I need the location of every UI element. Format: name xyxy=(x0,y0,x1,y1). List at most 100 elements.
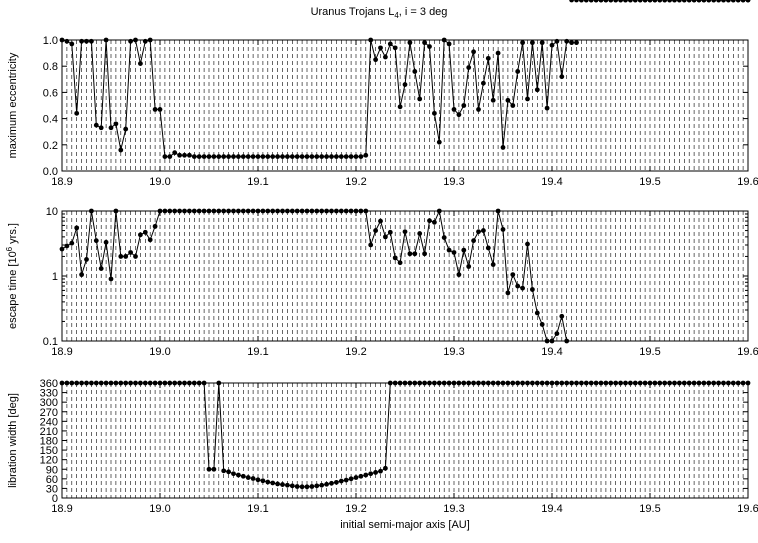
y-tick-label: 0.6 xyxy=(43,87,58,99)
data-point xyxy=(343,208,349,214)
data-point xyxy=(191,208,197,214)
data-point xyxy=(657,380,663,386)
data-point xyxy=(138,61,143,66)
data-point xyxy=(133,380,138,386)
data-point xyxy=(608,0,614,3)
data-point xyxy=(569,380,574,386)
data-point xyxy=(441,235,447,240)
data-point xyxy=(182,208,187,214)
data-point xyxy=(363,472,369,478)
data-point xyxy=(628,380,633,386)
data-point xyxy=(436,380,442,386)
data-point xyxy=(505,97,511,103)
y-tick-label: 90 xyxy=(46,464,58,476)
data-point xyxy=(79,380,84,386)
data-point xyxy=(701,380,707,386)
data-point xyxy=(559,313,565,319)
data-point xyxy=(348,208,354,214)
data-point xyxy=(216,154,222,159)
data-point xyxy=(735,0,741,3)
data-point xyxy=(74,380,80,386)
data-point xyxy=(191,154,197,159)
series-line xyxy=(61,39,577,158)
data-point xyxy=(270,208,276,214)
data-point xyxy=(152,380,158,386)
data-point xyxy=(329,154,334,159)
data-point xyxy=(397,104,403,110)
data-point xyxy=(221,468,227,474)
data-point xyxy=(412,69,418,74)
data-point xyxy=(206,154,212,159)
data-point xyxy=(84,380,89,386)
data-point xyxy=(304,154,310,159)
data-point xyxy=(373,228,378,233)
data-point xyxy=(530,380,535,386)
data-point xyxy=(608,380,614,386)
data-point xyxy=(387,41,393,47)
data-point xyxy=(138,232,143,238)
data-point xyxy=(451,107,457,112)
data-point xyxy=(275,481,280,487)
data-point xyxy=(701,0,707,3)
y-tick-label: 180 xyxy=(40,436,58,448)
data-point xyxy=(490,262,496,267)
data-point xyxy=(157,208,163,214)
data-point xyxy=(255,154,261,159)
data-point xyxy=(314,483,320,489)
data-point xyxy=(583,380,589,386)
data-point xyxy=(554,38,560,44)
data-point xyxy=(422,251,427,257)
data-point xyxy=(182,152,187,158)
data-point xyxy=(446,247,452,253)
data-point xyxy=(539,40,545,46)
x-tick-label: 19.5 xyxy=(639,503,660,515)
data-point xyxy=(539,380,545,386)
data-point xyxy=(574,40,579,46)
x-tick-label: 19.1 xyxy=(247,176,268,188)
data-point xyxy=(245,475,251,480)
data-point xyxy=(338,154,344,159)
data-point xyxy=(711,380,717,386)
data-point xyxy=(211,466,217,472)
data-point xyxy=(436,208,442,214)
data-point xyxy=(461,247,467,253)
data-point xyxy=(613,380,619,386)
data-point xyxy=(549,42,555,48)
data-point xyxy=(451,250,457,255)
data-point xyxy=(456,272,462,278)
data-point xyxy=(69,240,75,246)
y-tick-label: 150 xyxy=(40,445,58,457)
x-tick-label: 19.3 xyxy=(443,503,464,515)
data-point xyxy=(84,38,89,44)
data-point xyxy=(686,380,692,386)
data-point xyxy=(89,208,94,214)
data-point xyxy=(721,380,726,386)
y-tick-label: 0.4 xyxy=(43,114,58,126)
data-point xyxy=(510,272,516,278)
data-point xyxy=(304,484,310,490)
data-point xyxy=(226,154,232,159)
data-point xyxy=(574,380,579,386)
x-tick-label: 19.5 xyxy=(639,346,660,358)
data-point xyxy=(539,322,545,327)
y-axis-label: libration width [deg] xyxy=(7,393,19,488)
data-point xyxy=(481,80,486,86)
data-point xyxy=(93,122,99,128)
data-point xyxy=(353,208,359,214)
data-point xyxy=(265,154,271,159)
x-tick-label: 19.4 xyxy=(541,346,562,358)
data-point xyxy=(735,380,741,386)
x-tick-label: 19.5 xyxy=(639,176,660,188)
data-point xyxy=(392,380,398,386)
data-point xyxy=(544,105,550,111)
data-point xyxy=(530,40,535,46)
data-point xyxy=(515,380,521,386)
data-point xyxy=(103,380,109,386)
data-point xyxy=(260,154,266,159)
data-point xyxy=(637,380,643,386)
y-tick-label: 330 xyxy=(40,388,58,400)
data-point xyxy=(368,37,374,43)
data-point xyxy=(368,242,374,248)
data-point xyxy=(265,479,271,485)
x-tick-label: 19.0 xyxy=(149,503,170,515)
